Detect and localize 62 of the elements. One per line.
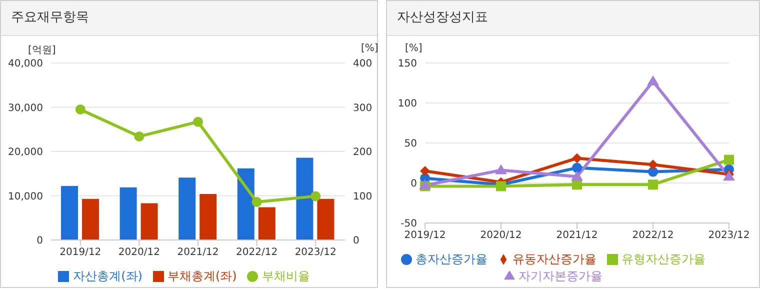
bar <box>296 158 314 240</box>
bar <box>178 178 196 240</box>
y-tick-label: 10,000 <box>8 191 43 202</box>
x-tick-label: 2022/12 <box>632 230 674 242</box>
point <box>572 153 582 164</box>
x-tick-label: 2023/12 <box>294 247 336 258</box>
bar <box>237 168 254 240</box>
point <box>572 180 582 190</box>
y-tick-label: 0 <box>410 178 417 190</box>
point <box>724 154 734 165</box>
point <box>134 131 144 142</box>
y-tick-label: 0 <box>36 236 43 247</box>
y2-tick-label: 400 <box>353 58 372 70</box>
point <box>572 162 582 173</box>
legend-label: 자산총계(좌) <box>73 269 142 283</box>
y2-tick-label: 200 <box>353 147 372 158</box>
point <box>495 164 507 174</box>
point <box>193 116 203 127</box>
x-tick-label: 2021/12 <box>556 230 598 242</box>
point <box>420 166 430 176</box>
y2-tick-label: 300 <box>353 102 372 114</box>
y-tick-label: 30,000 <box>8 102 43 114</box>
y2-tick-label: 0 <box>353 236 360 247</box>
point <box>252 196 262 207</box>
x-tick-label: 2020/12 <box>118 247 160 258</box>
y2-tick-label: 100 <box>353 191 372 202</box>
x-tick-label: 2019/12 <box>60 247 102 258</box>
x-tick-label: 2021/12 <box>177 247 219 258</box>
y-tick-label: 100 <box>398 98 417 110</box>
y-tick-label: 20,000 <box>8 147 43 158</box>
y-tick-label: 40,000 <box>8 58 43 70</box>
point <box>647 75 659 86</box>
legend-label: 자기자본증가율 <box>518 269 602 283</box>
legend-label: 부채총계(좌) <box>168 269 237 283</box>
point <box>571 170 583 181</box>
bar <box>61 186 78 240</box>
y-tick-label: 150 <box>398 58 417 70</box>
y-tick-label: 50 <box>404 138 417 150</box>
legend-label: 총자산증가율 <box>416 252 488 266</box>
y-tick-label: -50 <box>400 218 417 230</box>
bar <box>317 198 334 240</box>
y-axis-title: [%] <box>405 43 422 54</box>
legend-label: 부채비율 <box>262 269 310 283</box>
bar <box>258 207 276 240</box>
x-tick-label: 2019/12 <box>404 230 446 242</box>
x-tick-label: 2020/12 <box>480 230 522 242</box>
y-axis-title: [억원] <box>28 44 56 57</box>
legend-label: 유동자산증가율 <box>512 252 596 266</box>
chart-title: 자산성장성지표 <box>387 1 759 36</box>
point <box>310 191 321 202</box>
point <box>75 104 86 114</box>
legend-label: 유형자산증가율 <box>622 252 706 266</box>
point <box>648 160 658 170</box>
chart-title: 주요재무항목 <box>1 1 377 36</box>
bar <box>120 187 137 240</box>
x-tick-label: 2023/12 <box>708 230 750 242</box>
x-tick-label: 2022/12 <box>236 247 278 258</box>
y2-axis-title: [%] <box>361 43 378 54</box>
bar <box>82 198 99 240</box>
point <box>648 180 658 190</box>
bar <box>140 203 158 240</box>
bar <box>200 194 217 240</box>
